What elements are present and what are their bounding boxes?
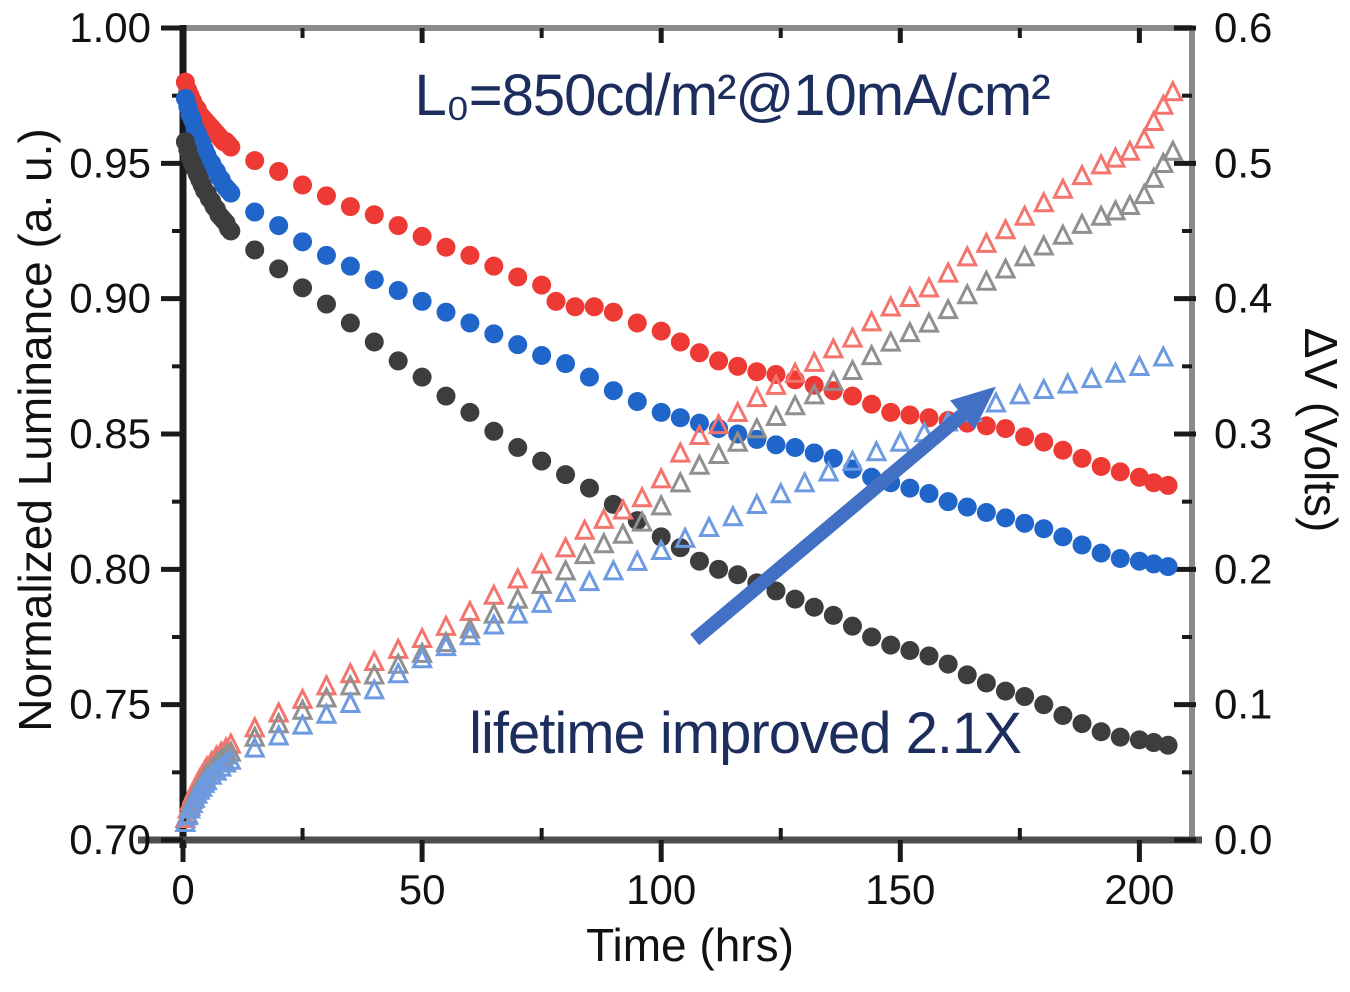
series-luminance-black bbox=[175, 132, 1178, 755]
svg-text:0.70: 0.70 bbox=[69, 816, 151, 863]
svg-text:0: 0 bbox=[171, 866, 194, 913]
annotation-initial-luminance: L₀=850cd/m²@10mA/cm² bbox=[414, 63, 1050, 128]
trend-arrow bbox=[690, 386, 996, 646]
series-deltaV-lightblue bbox=[174, 344, 1175, 833]
svg-text:0.95: 0.95 bbox=[69, 139, 151, 186]
series-luminance-blue bbox=[175, 88, 1178, 577]
svg-text:200: 200 bbox=[1104, 866, 1174, 913]
y-axis-left-title: Normalized Luminance (a. u.) bbox=[9, 128, 61, 732]
y-axis-right-title: ΔV (Volts) bbox=[1295, 327, 1347, 533]
svg-text:50: 50 bbox=[399, 866, 446, 913]
annotation-lifetime-improved: lifetime improved 2.1X bbox=[469, 701, 1022, 766]
svg-text:0.90: 0.90 bbox=[69, 275, 151, 322]
svg-text:0.80: 0.80 bbox=[69, 545, 151, 592]
svg-text:1.00: 1.00 bbox=[69, 4, 151, 51]
svg-text:100: 100 bbox=[626, 866, 696, 913]
svg-text:0.1: 0.1 bbox=[1214, 681, 1272, 728]
axis-ticks: 0 50 100 150 200 1.00 0.95 0.90 0.85 0.80 0.75 0.70… bbox=[69, 4, 1272, 913]
svg-text:0.4: 0.4 bbox=[1214, 275, 1272, 322]
svg-text:0.2: 0.2 bbox=[1214, 545, 1272, 592]
series-luminance-red bbox=[175, 72, 1178, 495]
svg-text:150: 150 bbox=[865, 866, 935, 913]
svg-text:0.6: 0.6 bbox=[1214, 4, 1272, 51]
svg-text:0.75: 0.75 bbox=[69, 681, 151, 728]
x-axis-title: Time (hrs) bbox=[586, 919, 794, 971]
svg-text:0.5: 0.5 bbox=[1214, 139, 1272, 186]
svg-text:0.85: 0.85 bbox=[69, 410, 151, 457]
svg-text:0.0: 0.0 bbox=[1214, 816, 1272, 863]
svg-text:0.3: 0.3 bbox=[1214, 410, 1272, 457]
